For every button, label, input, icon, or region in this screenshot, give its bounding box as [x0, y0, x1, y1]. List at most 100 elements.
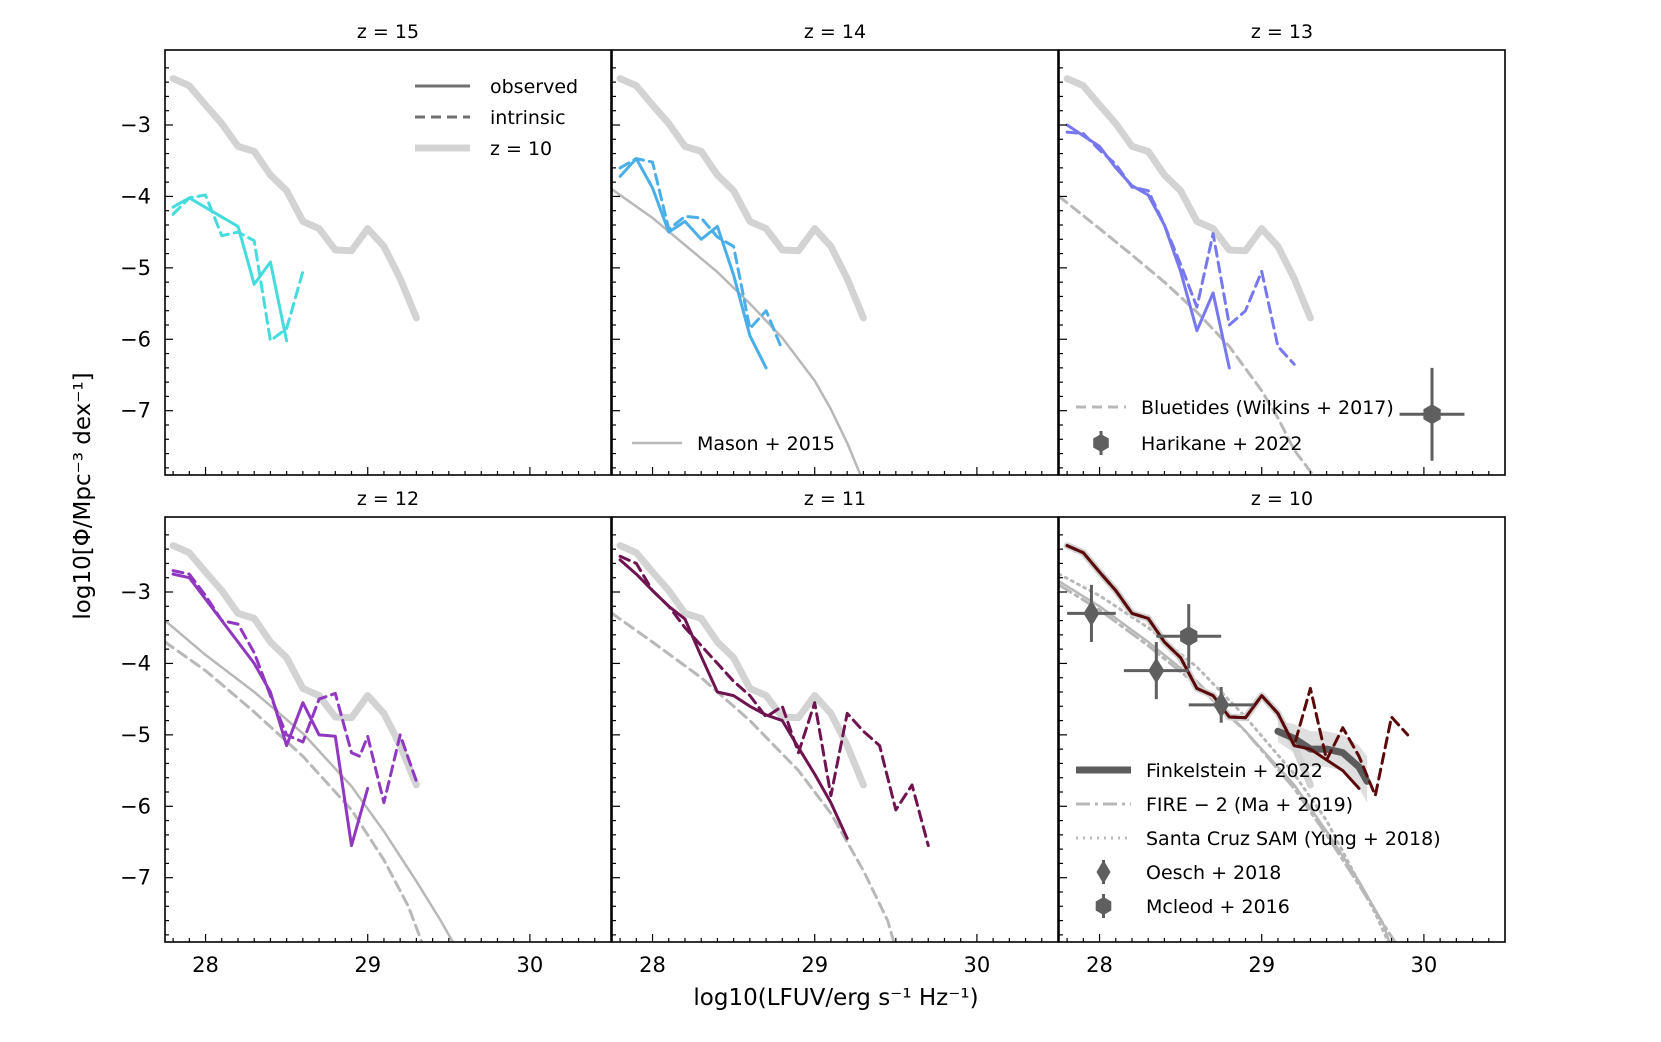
y-tick-label: −5 [120, 256, 151, 280]
observed-line [1065, 544, 1361, 790]
model-curve-mason-2015 [165, 619, 455, 942]
legend-label: observed [490, 76, 578, 98]
reference-z10-line [1063, 75, 1314, 322]
x-tick-label: 28 [1086, 953, 1113, 977]
panel-title: z = 13 [1251, 21, 1313, 43]
legend-item: Harikane + 2022 [1093, 431, 1302, 455]
panel-z-10: z = 10 28 29 30 Finkelstein + 2022 FIRE − 2 (… [1058, 488, 1506, 977]
panel-frame [611, 49, 1059, 476]
model-curve-mason-2015 [1059, 580, 1391, 942]
observed-line [618, 558, 849, 840]
x-tick-label: 30 [1411, 953, 1438, 977]
panel-z-15: z = 15 −3 −4 −5 −6 −7 observed intrinsic z = 10 [120, 21, 612, 476]
panel-title: z = 12 [357, 488, 419, 510]
legend-label: z = 10 [490, 138, 552, 160]
observed-line [618, 157, 768, 370]
observed-line [1065, 123, 1231, 370]
diamond-marker [1213, 691, 1230, 718]
plot-area [612, 75, 867, 475]
legend: observed intrinsic z = 10 [415, 76, 578, 160]
y-tick-label: −5 [120, 723, 151, 747]
panel-title: z = 11 [804, 488, 866, 510]
legend-item: Mcleod + 2016 [1095, 894, 1290, 918]
y-tick-label: −6 [120, 327, 151, 351]
plot-area [169, 75, 420, 343]
plot-area [1059, 542, 1410, 942]
y-tick-label: −3 [120, 580, 151, 604]
observed-line [171, 572, 370, 848]
legend-label: Santa Cruz SAM (Yung + 2018) [1146, 828, 1441, 850]
intrinsic-line [1065, 130, 1296, 366]
panel-title: z = 10 [1251, 488, 1313, 510]
legend-label: Bluetides (Wilkins + 2017) [1141, 397, 1394, 419]
y-tick-label: −6 [120, 794, 151, 818]
x-tick-label: 28 [639, 953, 666, 977]
x-tick-label: 30 [964, 953, 991, 977]
x-tick-label: 30 [517, 953, 544, 977]
panel-z-12: z = 12 −3 −4 −5 −6 −7 28 29 30 [120, 488, 612, 977]
panel-z-14: z = 14 Mason + 2015 [611, 21, 1059, 476]
data-point-mcleod-2016 [1156, 604, 1222, 669]
legend-label: Mason + 2015 [697, 433, 835, 455]
y-axis-label: log10[Φ/Mpc⁻³ dex⁻¹] [70, 372, 96, 619]
legend-label: Mcleod + 2016 [1146, 896, 1290, 918]
legend-label: intrinsic [490, 107, 566, 129]
legend-item: Bluetides (Wilkins + 2017) [1076, 397, 1394, 419]
data-point-oesch-2018 [1123, 642, 1189, 700]
reference-z10-line [169, 542, 420, 789]
panel-frame [611, 516, 1059, 943]
legend-item: Santa Cruz SAM (Yung + 2018) [1076, 828, 1441, 850]
x-tick-label: 28 [192, 953, 219, 977]
observed-line [171, 196, 289, 343]
data-point-harikane-2022 [1399, 367, 1465, 461]
legend-item: intrinsic [415, 107, 566, 129]
y-tick-label: −4 [120, 651, 151, 675]
x-tick-label: 29 [801, 953, 828, 977]
legend-item: FIRE − 2 (Ma + 2019) [1076, 794, 1353, 816]
legend-item: Oesch + 2018 [1096, 860, 1281, 884]
reference-z10-line [169, 75, 420, 322]
y-tick-label: −4 [120, 184, 151, 208]
legend-item: Finkelstein + 2022 [1076, 760, 1323, 782]
data-point-oesch-2018 [1067, 584, 1116, 642]
legend-label: Oesch + 2018 [1146, 862, 1281, 884]
legend-hexagon-marker [1093, 434, 1109, 452]
hexagon-marker [1423, 404, 1441, 425]
hexagon-marker [1180, 626, 1198, 647]
panel-frame [164, 49, 612, 476]
panel-title: z = 14 [804, 21, 866, 43]
plot-area [1059, 75, 1465, 475]
data-point-oesch-2018 [1188, 687, 1254, 723]
legend-label: Harikane + 2022 [1141, 433, 1302, 455]
diamond-marker [1083, 600, 1100, 627]
x-tick-label: 29 [354, 953, 381, 977]
panel-frame [1058, 516, 1506, 943]
legend: Mason + 2015 [632, 433, 835, 455]
intrinsic-line [618, 157, 784, 352]
model-curve-bluetides-wilkins-2017 [612, 611, 896, 942]
legend-hexagon-marker [1095, 897, 1112, 915]
y-tick-label: −7 [120, 399, 151, 423]
x-axis-label: log10(LFUV/erg s⁻¹ Hz⁻¹) [693, 985, 978, 1011]
diamond-marker [1148, 657, 1165, 684]
plot-area [165, 542, 455, 942]
legend: Bluetides (Wilkins + 2017) Harikane + 202… [1076, 397, 1394, 455]
model-curve-bluetides-wilkins-2017 [1059, 194, 1316, 475]
panel-frame [1058, 49, 1506, 476]
plot-area [612, 542, 930, 942]
reference-z10-line [616, 542, 867, 789]
panel-frame [164, 516, 612, 943]
panel-title: z = 15 [357, 21, 419, 43]
legend-label: Finkelstein + 2022 [1146, 760, 1323, 782]
intrinsic-line [618, 554, 930, 848]
model-curve-bluetides-wilkins-2017 [165, 640, 424, 942]
intrinsic-line [171, 193, 305, 343]
legend: Finkelstein + 2022 FIRE − 2 (Ma + 2019) Sa… [1076, 760, 1441, 918]
legend-item: observed [415, 76, 578, 98]
model-curve-finkelstein-2022 [1274, 727, 1371, 785]
y-tick-label: −7 [120, 866, 151, 890]
x-tick-label: 29 [1248, 953, 1275, 977]
panel-z-11: z = 11 28 29 30 [611, 488, 1059, 977]
panel-z-13: z = 13 Bluetides (Wilkins + 2017) Harikane… [1058, 21, 1506, 476]
